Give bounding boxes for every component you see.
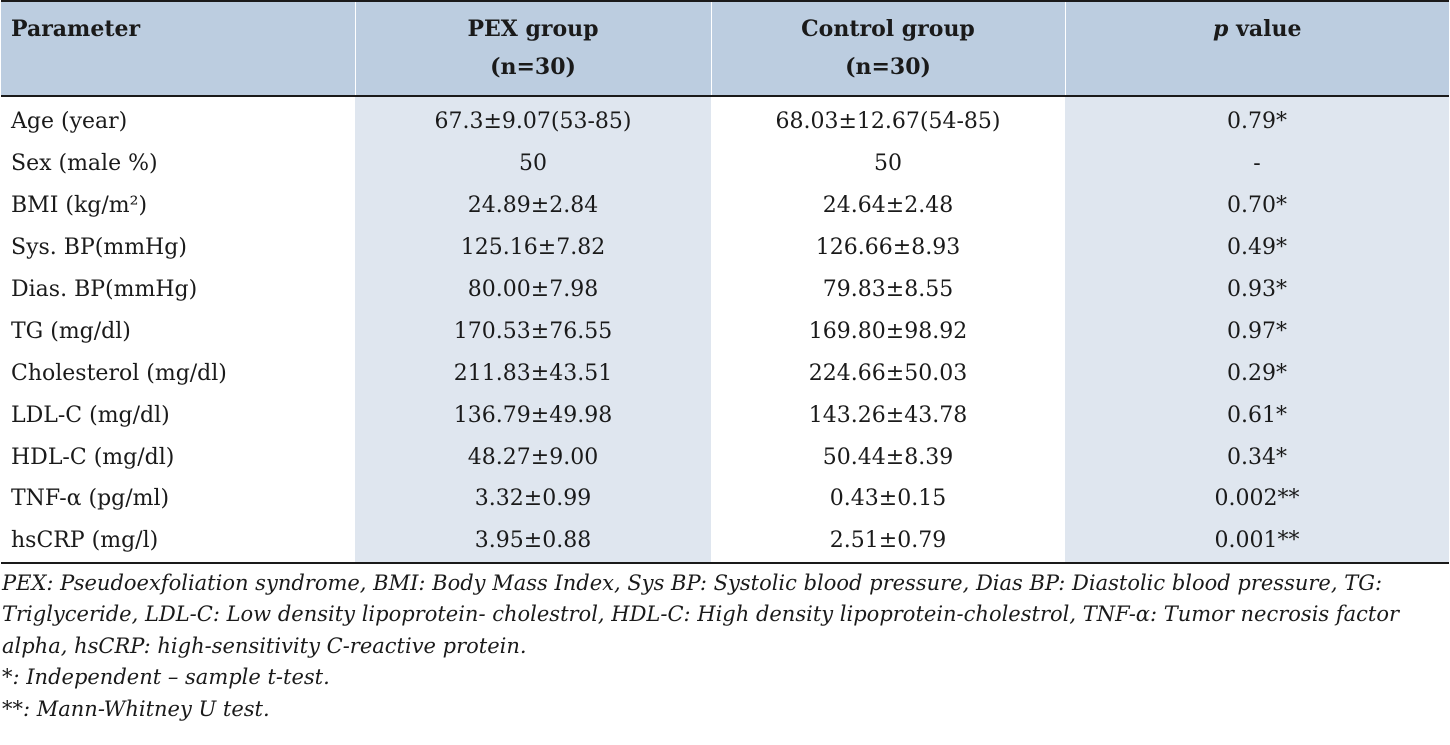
header-p-suffix: value	[1228, 16, 1302, 42]
cell-control: 50.44±8.39	[711, 436, 1065, 479]
table-row: Dias. BP(mmHg) 80.00±7.98 79.83±8.55 0.9…	[1, 268, 1449, 311]
cell-p-value: 0.70*	[1065, 184, 1449, 227]
cell-p-value: 0.61*	[1065, 394, 1449, 437]
cell-parameter: Sys. BP(mmHg)	[1, 226, 355, 269]
cell-p-value: 0.002**	[1065, 478, 1449, 520]
cell-parameter: Dias. BP(mmHg)	[1, 268, 355, 311]
footnote-abbreviations: PEX: Pseudoexfoliation syndrome, BMI: Bo…	[2, 570, 1400, 658]
cell-parameter: HDL-C (mg/dl)	[1, 436, 355, 479]
cell-p-value: 0.001**	[1065, 519, 1449, 564]
cell-control: 169.80±98.92	[711, 310, 1065, 353]
header-parameter-label: Parameter	[11, 16, 141, 42]
footnote-double-star: **: Mann-Whitney U test.	[2, 696, 270, 721]
cell-parameter: Sex (male %)	[1, 142, 355, 185]
cell-pex: 48.27±9.00	[355, 436, 711, 479]
table-row: TNF-α (pg/ml) 3.32±0.99 0.43±0.15 0.002*…	[1, 478, 1449, 520]
cell-parameter: BMI (kg/m²)	[1, 184, 355, 227]
cell-pex: 211.83±43.51	[355, 352, 711, 395]
cell-control: 2.51±0.79	[711, 519, 1065, 564]
table-body: Age (year) 67.3±9.07(53-85) 68.03±12.67(…	[1, 96, 1449, 564]
cell-p-value: 0.97*	[1065, 310, 1449, 353]
cell-control: 224.66±50.03	[711, 352, 1065, 395]
header-p-symbol: p	[1213, 16, 1229, 42]
cell-p-value: -	[1065, 142, 1449, 185]
cell-pex: 24.89±2.84	[355, 184, 711, 227]
cell-parameter: TG (mg/dl)	[1, 310, 355, 353]
table-row: TG (mg/dl) 170.53±76.55 169.80±98.92 0.9…	[1, 310, 1449, 353]
cell-p-value: 0.29*	[1065, 352, 1449, 395]
cell-parameter: Age (year)	[1, 96, 355, 143]
table-header: Parameter PEX group (n=30) Control group…	[1, 0, 1449, 97]
results-table: Parameter PEX group (n=30) Control group…	[1, 0, 1449, 564]
cell-control: 143.26±43.78	[711, 394, 1065, 437]
cell-pex: 67.3±9.07(53-85)	[355, 96, 711, 143]
cell-parameter: TNF-α (pg/ml)	[1, 478, 355, 520]
cell-control: 126.66±8.93	[711, 226, 1065, 269]
table-row: HDL-C (mg/dl) 48.27±9.00 50.44±8.39 0.34…	[1, 436, 1449, 479]
cell-p-value: 0.34*	[1065, 436, 1449, 479]
cell-pex: 170.53±76.55	[355, 310, 711, 353]
cell-pex: 50	[355, 142, 711, 185]
table-row: hsCRP (mg/l) 3.95±0.88 2.51±0.79 0.001**	[1, 519, 1449, 564]
cell-pex: 3.32±0.99	[355, 478, 711, 520]
table-row: Cholesterol (mg/dl) 211.83±43.51 224.66±…	[1, 352, 1449, 395]
header-control-n: (n=30)	[845, 54, 931, 80]
cell-control: 68.03±12.67(54-85)	[711, 96, 1065, 143]
cell-parameter: Cholesterol (mg/dl)	[1, 352, 355, 395]
table-footnotes: PEX: Pseudoexfoliation syndrome, BMI: Bo…	[0, 564, 1450, 726]
cell-pex: 80.00±7.98	[355, 268, 711, 311]
cell-parameter: LDL-C (mg/dl)	[1, 394, 355, 437]
cell-control: 50	[711, 142, 1065, 185]
header-row: Parameter PEX group (n=30) Control group…	[1, 0, 1449, 97]
cell-parameter: hsCRP (mg/l)	[1, 519, 355, 564]
header-p-value: p value	[1064, 0, 1449, 97]
table-row: LDL-C (mg/dl) 136.79±49.98 143.26±43.78 …	[1, 394, 1449, 437]
table-row: BMI (kg/m²) 24.89±2.84 24.64±2.48 0.70*	[1, 184, 1449, 227]
cell-p-value: 0.93*	[1065, 268, 1449, 311]
footnote-single-star: *: Independent – sample t-test.	[2, 665, 330, 690]
table-row: Sys. BP(mmHg) 125.16±7.82 126.66±8.93 0.…	[1, 226, 1449, 269]
cell-pex: 3.95±0.88	[355, 519, 711, 564]
header-control-label: Control group	[801, 16, 975, 42]
header-pex-group: PEX group (n=30)	[354, 0, 711, 97]
cell-control: 0.43±0.15	[711, 478, 1065, 520]
cell-pex: 125.16±7.82	[355, 226, 711, 269]
header-pex-n: (n=30)	[490, 54, 576, 80]
table-row: Age (year) 67.3±9.07(53-85) 68.03±12.67(…	[1, 96, 1449, 143]
cell-control: 24.64±2.48	[711, 184, 1065, 227]
header-control-group: Control group (n=30)	[710, 0, 1065, 97]
header-pex-label: PEX group	[467, 16, 599, 42]
cell-control: 79.83±8.55	[711, 268, 1065, 311]
cell-pex: 136.79±49.98	[355, 394, 711, 437]
header-parameter: Parameter	[1, 0, 355, 97]
cell-p-value: 0.49*	[1065, 226, 1449, 269]
table-row: Sex (male %) 50 50 -	[1, 142, 1449, 185]
cell-p-value: 0.79*	[1065, 96, 1449, 143]
